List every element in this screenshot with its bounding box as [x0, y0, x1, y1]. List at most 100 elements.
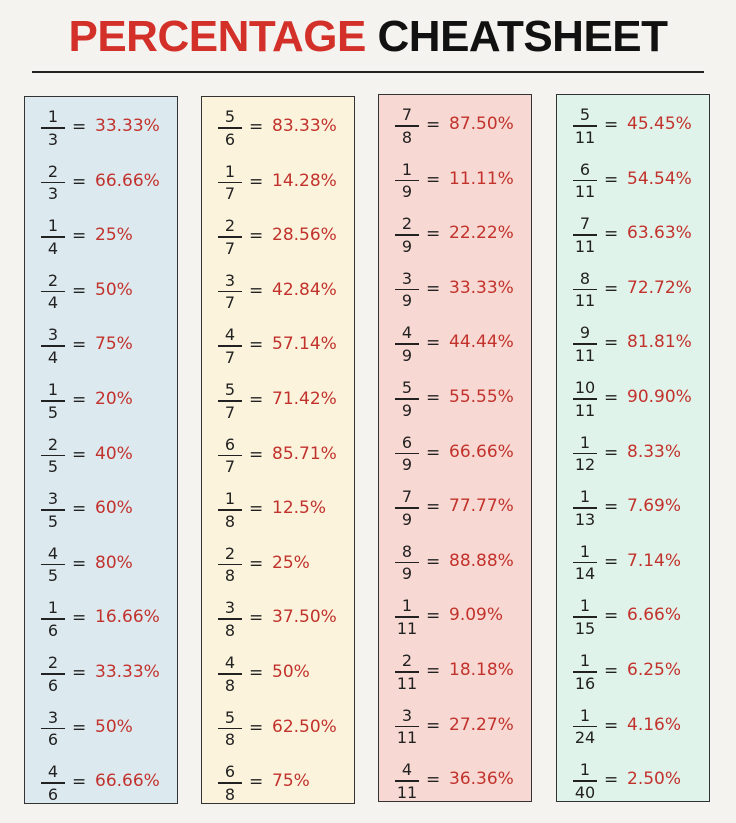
- numerator: 3: [47, 707, 59, 727]
- numerator: 4: [224, 325, 236, 345]
- denominator: 6: [224, 129, 236, 149]
- entry: 6 7 = 85.71%: [202, 431, 356, 481]
- numerator: 5: [401, 378, 413, 397]
- fraction-bar: [395, 125, 419, 127]
- fraction: 3 11: [393, 705, 421, 747]
- entry: 7 8 = 87.50%: [379, 101, 533, 151]
- title-part: PERCENTAGE: [68, 12, 366, 61]
- percentage: 87.50%: [449, 114, 514, 134]
- equals-sign: =: [426, 278, 441, 299]
- fraction: 1 13: [571, 487, 599, 529]
- entry: 6 9 = 66.66%: [379, 429, 533, 479]
- fraction-bar: [218, 454, 242, 457]
- fraction: 2 11: [393, 651, 421, 693]
- equals-sign: =: [604, 661, 619, 681]
- numerator: 1: [579, 487, 591, 507]
- percentage: 63.63%: [627, 223, 692, 244]
- denominator: 4: [47, 293, 59, 313]
- equals-sign: =: [426, 497, 441, 518]
- denominator: 4: [47, 347, 59, 367]
- entry: 3 11 = 27.27%: [379, 702, 533, 752]
- equals-sign: =: [604, 606, 619, 627]
- percentage: 88.88%: [449, 550, 514, 571]
- denominator: 13: [574, 509, 596, 529]
- equals-sign: =: [249, 117, 264, 137]
- title: PERCENTAGE CHEATSHEET: [0, 12, 736, 62]
- entry: 5 9 = 55.55%: [379, 374, 533, 424]
- fraction-bar: [218, 673, 242, 675]
- denominator: 11: [574, 182, 596, 202]
- fraction-bar: [218, 400, 242, 402]
- numerator: 2: [224, 216, 236, 236]
- equals-sign: =: [426, 442, 441, 463]
- percentage: 25%: [272, 552, 310, 573]
- fraction-bar: [395, 343, 419, 345]
- entry: 2 3 = 66.66%: [25, 158, 179, 208]
- percentage: 11.11%: [449, 168, 514, 189]
- numerator: 6: [401, 432, 413, 452]
- denominator: 5: [47, 566, 59, 586]
- equals-sign: =: [604, 497, 619, 518]
- equals-sign: =: [604, 278, 619, 299]
- denominator: 9: [401, 400, 413, 420]
- equals-sign: =: [249, 717, 264, 738]
- fraction-bar: [573, 507, 597, 509]
- entry: 2 4 = 50%: [25, 267, 179, 317]
- entry: 1 24 = 4.16%: [557, 702, 711, 752]
- numerator: 2: [401, 214, 413, 234]
- entry: 1 3 = 33.33%: [25, 103, 179, 153]
- denominator: 7: [224, 238, 236, 258]
- fraction: 4 11: [393, 760, 421, 802]
- percentage: 75%: [95, 334, 133, 355]
- fraction-bar: [218, 181, 242, 184]
- numerator: 8: [401, 541, 413, 561]
- numerator: 2: [47, 434, 59, 454]
- entry: 1 14 = 7.14%: [557, 538, 711, 588]
- numerator: 4: [47, 543, 59, 563]
- fraction-bar: [41, 563, 65, 566]
- equals-sign: =: [249, 280, 264, 301]
- entry: 5 11 = 45.45%: [557, 101, 711, 151]
- numerator: 1: [224, 489, 236, 509]
- fraction: 7 11: [571, 214, 599, 256]
- percentage: 90.90%: [627, 387, 692, 407]
- percentage: 55.55%: [449, 387, 514, 407]
- entry: 7 11 = 63.63%: [557, 210, 711, 260]
- numerator: 6: [224, 762, 236, 782]
- equals-sign: =: [426, 224, 441, 245]
- fraction-bar: [573, 343, 597, 345]
- numerator: 7: [401, 105, 413, 124]
- denominator: 6: [47, 620, 59, 640]
- numerator: 3: [401, 705, 413, 725]
- percentage: 66.66%: [95, 771, 160, 792]
- fraction-bar: [395, 671, 419, 673]
- fraction-bar: [218, 782, 242, 784]
- numerator: 1: [579, 651, 591, 670]
- fraction-bar: [218, 509, 242, 511]
- percentage: 44.44%: [449, 332, 514, 353]
- percentage: 7.69%: [627, 496, 682, 517]
- equals-sign: =: [426, 115, 441, 135]
- fraction: 10 11: [571, 378, 599, 420]
- numerator: 1: [47, 598, 59, 618]
- percentage: 20%: [95, 389, 133, 409]
- equals-sign: =: [604, 770, 619, 791]
- fraction-bar: [395, 507, 419, 509]
- equals-sign: =: [426, 333, 441, 354]
- percentage: 50%: [95, 279, 133, 300]
- entry: 2 6 = 33.33%: [25, 649, 179, 699]
- denominator: 6: [47, 730, 59, 750]
- entry: 3 9 = 33.33%: [379, 265, 533, 315]
- percentage: 9.09%: [449, 605, 504, 626]
- denominator: 8: [224, 730, 236, 750]
- percentage: 7.14%: [627, 550, 682, 571]
- fraction: 1 15: [571, 596, 599, 638]
- percentage: 18.18%: [449, 660, 514, 680]
